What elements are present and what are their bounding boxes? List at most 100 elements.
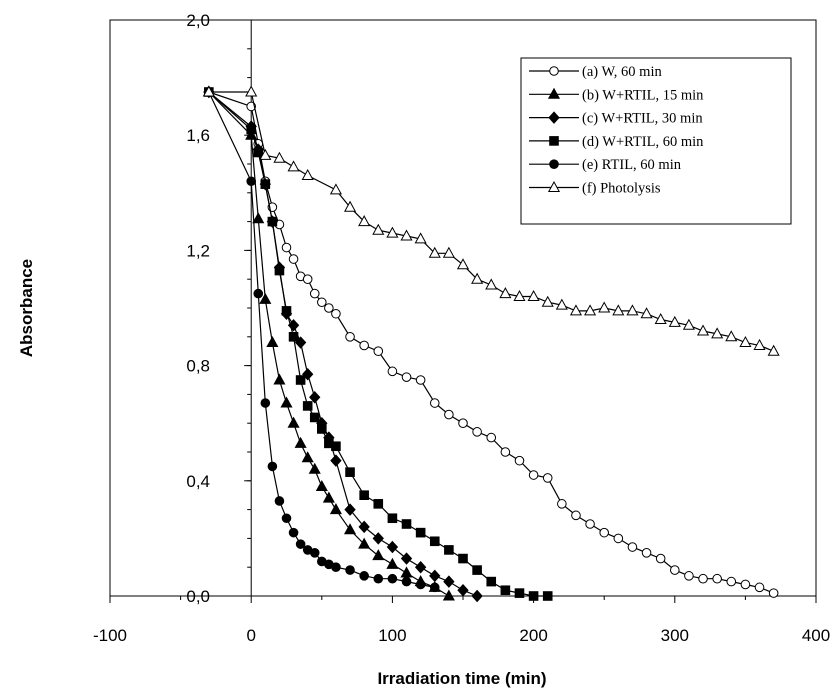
y-tick-label: 0,8 [186, 357, 210, 376]
data-point [442, 589, 455, 601]
data-point [415, 579, 426, 590]
y-tick-label: 1,2 [186, 241, 210, 260]
data-point [387, 573, 398, 584]
legend-entry: (c) W+RTIL, 30 min [529, 111, 703, 127]
data-point [627, 542, 638, 552]
data-point [472, 427, 482, 437]
data-point [655, 553, 666, 564]
legend-entry: (f) Photolysis [529, 181, 661, 197]
data-point [343, 523, 357, 535]
data-point [401, 372, 412, 382]
data-point [358, 537, 371, 549]
data-point [513, 289, 526, 301]
data-point [331, 562, 341, 573]
data-point [288, 254, 299, 264]
data-point [253, 147, 264, 158]
data-point [373, 573, 384, 584]
data-point [471, 589, 483, 603]
y-tick-label: 2,0 [186, 11, 210, 30]
data-point [267, 461, 278, 472]
data-point [386, 226, 399, 238]
data-point [295, 375, 306, 385]
legend-marker [547, 180, 561, 192]
data-point [309, 288, 320, 299]
data-point [711, 327, 724, 339]
data-point [739, 336, 752, 348]
data-point [387, 366, 398, 377]
series-line [208, 91, 450, 597]
legend-entry: (a) W, 60 min [529, 64, 662, 80]
legend-label: (c) W+RTIL, 30 min [582, 111, 703, 127]
data-point [287, 416, 300, 428]
data-point [500, 585, 511, 596]
series-e [204, 87, 440, 593]
data-point [287, 160, 300, 172]
legend-entry: (d) W+RTIL, 60 min [529, 134, 704, 150]
data-point [472, 565, 482, 575]
data-point [485, 278, 498, 290]
data-point [429, 569, 441, 583]
data-point [401, 519, 412, 529]
data-point [281, 306, 292, 316]
data-point [429, 398, 440, 408]
data-point [415, 527, 426, 538]
data-point [302, 274, 313, 285]
data-point [359, 340, 369, 351]
legend: (a) W, 60 min (b) W+RTIL, 15 min (c) W+RTI… [520, 57, 792, 225]
x-tick-label: 200 [519, 626, 547, 645]
data-point [372, 532, 384, 545]
data-point [274, 265, 285, 276]
data-point [471, 272, 484, 284]
data-point [444, 545, 454, 555]
data-point [414, 560, 427, 574]
data-point [317, 297, 327, 308]
legend-label: (b) W+RTIL, 15 min [582, 87, 704, 103]
legend-entry: (e) RTIL, 60 min [529, 157, 682, 173]
data-point [372, 549, 385, 561]
data-point [612, 304, 625, 316]
data-point [309, 412, 320, 423]
x-tick-label: 300 [661, 626, 689, 645]
data-point [329, 503, 342, 515]
data-point [345, 565, 355, 575]
data-point [486, 432, 497, 443]
legend-marker [549, 159, 559, 169]
series-f [202, 85, 780, 356]
data-point [415, 375, 426, 385]
data-point [373, 499, 384, 509]
data-point [456, 258, 470, 270]
data-point [557, 499, 567, 509]
data-point [259, 148, 272, 160]
data-point [288, 332, 299, 342]
data-point [654, 312, 667, 325]
data-point [486, 576, 497, 587]
data-point [528, 591, 539, 601]
legend-entry: (b) W+RTIL, 15 min [529, 87, 704, 103]
y-tick-label: 0,4 [186, 472, 210, 491]
data-point [598, 301, 611, 313]
data-point [253, 288, 264, 299]
data-point [613, 533, 624, 544]
data-point [372, 223, 385, 235]
legend-marker [549, 136, 559, 146]
data-point [322, 491, 335, 503]
data-point [753, 338, 766, 350]
data-point [400, 552, 413, 565]
data-point [712, 573, 722, 584]
data-point [330, 454, 342, 467]
data-point [542, 473, 553, 483]
data-point [252, 212, 265, 224]
data-point [514, 588, 525, 598]
data-point [626, 304, 639, 316]
legend-marker [548, 111, 560, 124]
data-point [308, 462, 321, 474]
data-point [344, 503, 356, 516]
data-point [457, 583, 469, 597]
data-point [274, 496, 285, 506]
data-point [260, 398, 271, 408]
data-point [527, 289, 540, 301]
data-point [514, 455, 525, 466]
data-point [294, 436, 307, 448]
data-point [444, 409, 454, 420]
legend-label: (e) RTIL, 60 min [582, 157, 682, 173]
